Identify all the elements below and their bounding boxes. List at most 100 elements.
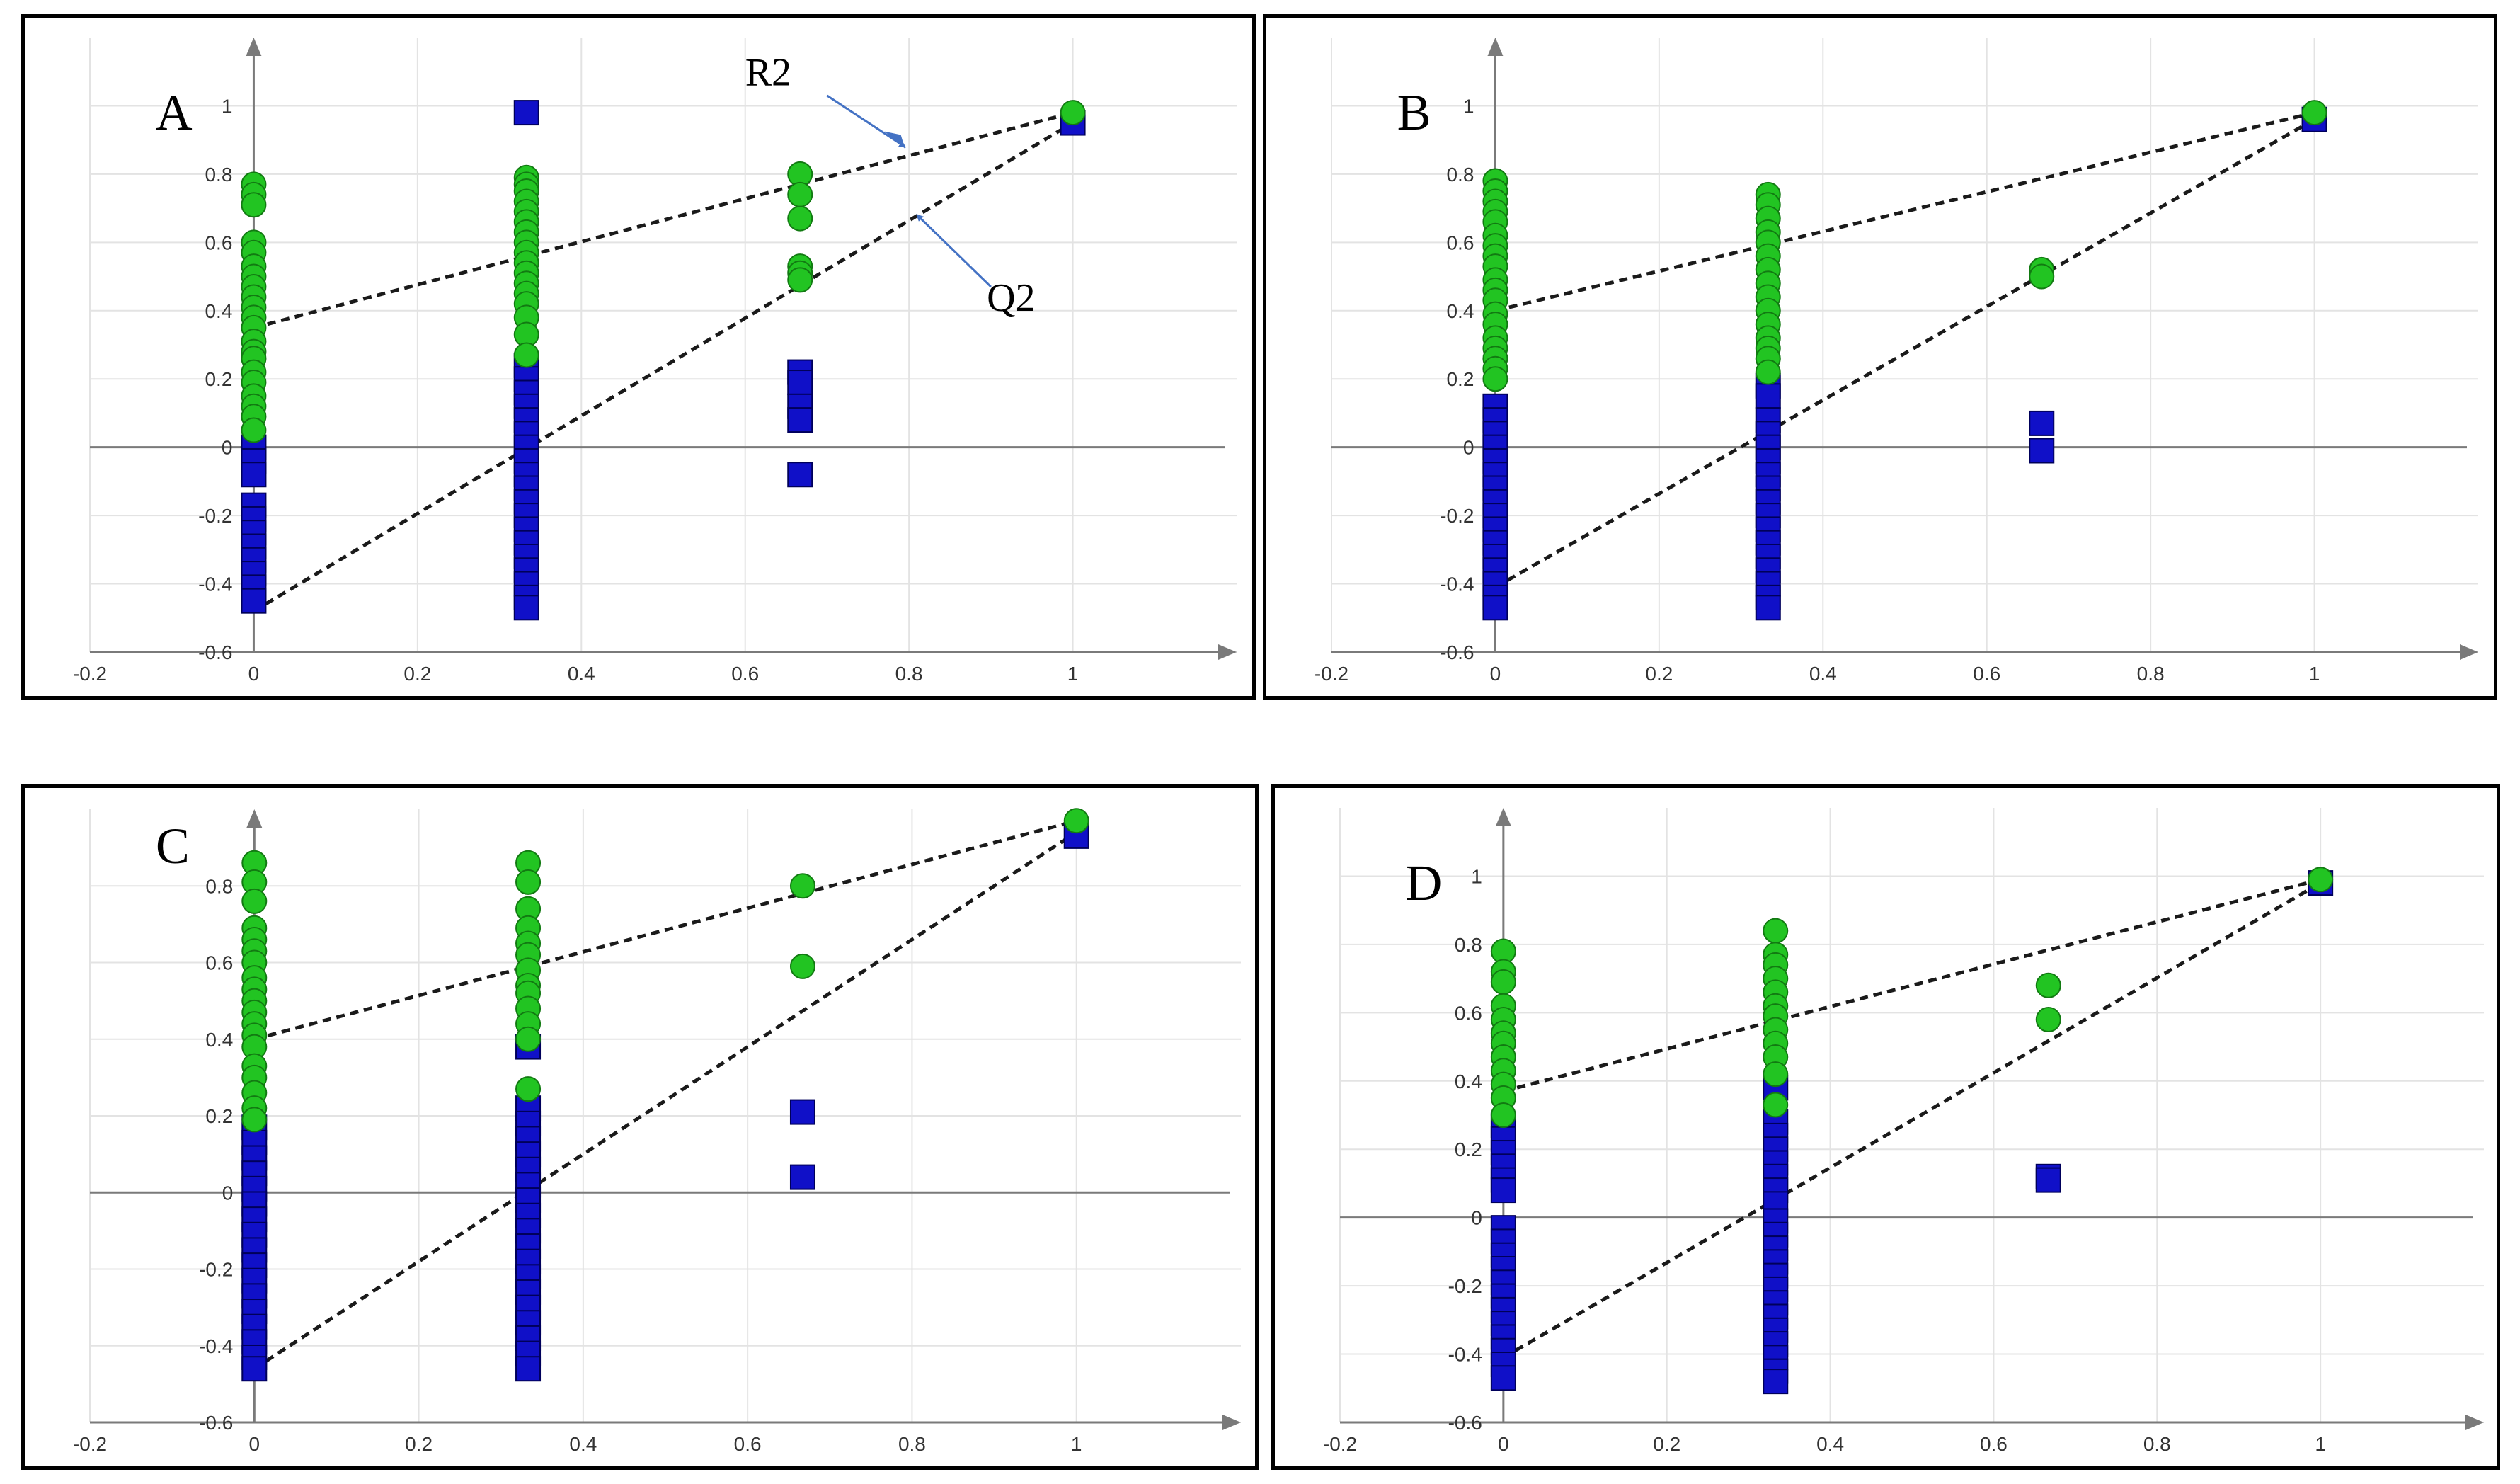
r2-point xyxy=(2035,1006,2061,1032)
x-tick-label: -0.2 xyxy=(73,1433,107,1455)
q2-point xyxy=(515,1356,542,1382)
r2-point xyxy=(1755,359,1781,385)
y-tick-label: 0.4 xyxy=(1446,300,1474,322)
r2-point xyxy=(787,181,813,207)
q2-point xyxy=(789,1099,815,1125)
q2-point xyxy=(1755,595,1781,621)
y-tick-label: 0.6 xyxy=(205,952,233,974)
x-tick-label: 0.2 xyxy=(405,1433,433,1455)
r2-point xyxy=(1763,918,1789,944)
panel-letter-d: D xyxy=(1405,855,1442,911)
x-tick-label: 0.8 xyxy=(895,663,923,685)
x-tick-label: 0.8 xyxy=(2137,663,2165,685)
r2-point xyxy=(2029,263,2055,290)
r2-point xyxy=(787,267,813,293)
y-tick-label: 0 xyxy=(1463,437,1474,459)
y-tick-label: 1 xyxy=(222,95,233,117)
x-axis-arrow-icon xyxy=(1218,644,1237,660)
y-tick-label: -0.4 xyxy=(1448,1344,1482,1366)
y-tick-label: 0.8 xyxy=(205,164,232,186)
x-tick-label: -0.2 xyxy=(1315,663,1348,685)
y-tick-label: -0.6 xyxy=(199,1412,233,1434)
x-tick-label: 0 xyxy=(1490,663,1501,685)
x-axis-arrow-icon xyxy=(2465,1415,2484,1430)
x-tick-label: 0.8 xyxy=(2143,1433,2171,1455)
r2-point xyxy=(1060,100,1086,126)
chart-d: -0.2 0 0.2 0.4 0.6 0.8 1 -0.6 -0.4 -0.2 0 0.2 0.4 0.6… xyxy=(1323,808,2484,1455)
y-tick-label: 0.6 xyxy=(1446,232,1474,253)
r2-point xyxy=(241,1107,268,1133)
r2-regression-line xyxy=(1494,110,2315,313)
y-tick-label: 0 xyxy=(222,437,233,459)
y-tick-label: 0.4 xyxy=(205,1029,233,1051)
q2-point xyxy=(1490,1365,1516,1391)
q2-point xyxy=(513,595,539,621)
r2-point xyxy=(789,873,815,899)
q2-point xyxy=(2029,438,2055,464)
r2-point xyxy=(1063,808,1089,834)
x-axis-arrow-icon xyxy=(1222,1415,1241,1430)
y-tick-label: 0.8 xyxy=(205,875,233,897)
y-tick-label: -0.4 xyxy=(199,1335,233,1357)
y-tick-label: -0.2 xyxy=(199,1259,233,1281)
r2-point xyxy=(241,888,268,914)
q2-regression-line xyxy=(253,121,1074,613)
panel-letter-c: C xyxy=(156,818,190,874)
q2-regression-line xyxy=(1502,881,2322,1359)
y-tick-label: 0.4 xyxy=(205,300,232,322)
r2-point xyxy=(1490,969,1516,995)
y-tick-label: 0.2 xyxy=(1446,368,1474,390)
q2-point xyxy=(2035,1167,2061,1193)
x-tick-label: 0.2 xyxy=(1653,1433,1680,1455)
q2-point xyxy=(1482,595,1508,621)
y-tick-label: 0 xyxy=(1471,1207,1482,1229)
r2-point xyxy=(1763,1092,1789,1118)
y-tick-label: 0.2 xyxy=(205,368,232,390)
y-tick-label: 1 xyxy=(1471,865,1482,887)
r2-point xyxy=(1490,1102,1516,1128)
x-tick-label: 0.2 xyxy=(403,663,431,685)
r2-point xyxy=(515,1076,542,1102)
r2-point xyxy=(789,953,815,979)
y-axis-arrow-icon xyxy=(1495,808,1511,826)
x-tick-label: 0.8 xyxy=(898,1433,926,1455)
y-tick-label: -0.6 xyxy=(1448,1412,1482,1434)
q2-point xyxy=(1755,383,1781,409)
y-tick-label: -0.4 xyxy=(198,573,232,595)
y-tick-label: 0 xyxy=(222,1182,234,1204)
r2-point xyxy=(1482,366,1508,392)
r2-point xyxy=(2301,100,2327,126)
y-axis-arrow-icon xyxy=(246,38,262,56)
chart-c: -0.2 0 0.2 0.4 0.6 0.8 1 -0.6 -0.4 -0.2 0 0.2 0.4 0.6… xyxy=(73,808,1241,1455)
x-tick-label: 1 xyxy=(1067,663,1079,685)
x-tick-label: 0.2 xyxy=(1645,663,1673,685)
q2-point xyxy=(787,370,813,396)
x-tick-label: 0.4 xyxy=(569,1433,597,1455)
r2-point xyxy=(241,192,267,218)
panel-letter-b: B xyxy=(1397,84,1431,141)
y-tick-label: -0.2 xyxy=(198,505,232,527)
x-tick-label: 0 xyxy=(1498,1433,1509,1455)
annotation-r2-label: R2 xyxy=(745,51,791,95)
x-tick-label: 0.4 xyxy=(1816,1433,1844,1455)
panel-d: -0.2 0 0.2 0.4 0.6 0.8 1 -0.6 -0.4 -0.2 0 0.2 0.4 0.6… xyxy=(1271,784,2500,1470)
y-axis-arrow-icon xyxy=(246,809,263,828)
r2-point xyxy=(2035,972,2061,998)
x-tick-label: -0.2 xyxy=(73,663,107,685)
r2-point xyxy=(1763,1061,1789,1088)
r2-point xyxy=(515,1026,542,1052)
x-tick-label: 1 xyxy=(2315,1433,2326,1455)
q2-point xyxy=(513,100,539,126)
panel-b: -0.2 0 0.2 0.4 0.6 0.8 1 -0.6 -0.4 -0.2 0 0.2 0.4 0.6… xyxy=(1263,14,2497,700)
q2-point xyxy=(241,1356,268,1382)
annotation-q2-label: Q2 xyxy=(987,276,1035,320)
y-tick-label: -0.2 xyxy=(1440,505,1474,527)
panel-letter-a: A xyxy=(156,84,193,141)
q2-point xyxy=(1763,1369,1789,1395)
r2-point xyxy=(241,417,267,443)
y-tick-label: 0.2 xyxy=(1455,1138,1482,1160)
y-tick-label: 0.8 xyxy=(1455,934,1482,956)
r2-point xyxy=(2308,867,2334,893)
x-tick-label: 0 xyxy=(248,663,260,685)
y-axis-arrow-icon xyxy=(1487,38,1504,56)
